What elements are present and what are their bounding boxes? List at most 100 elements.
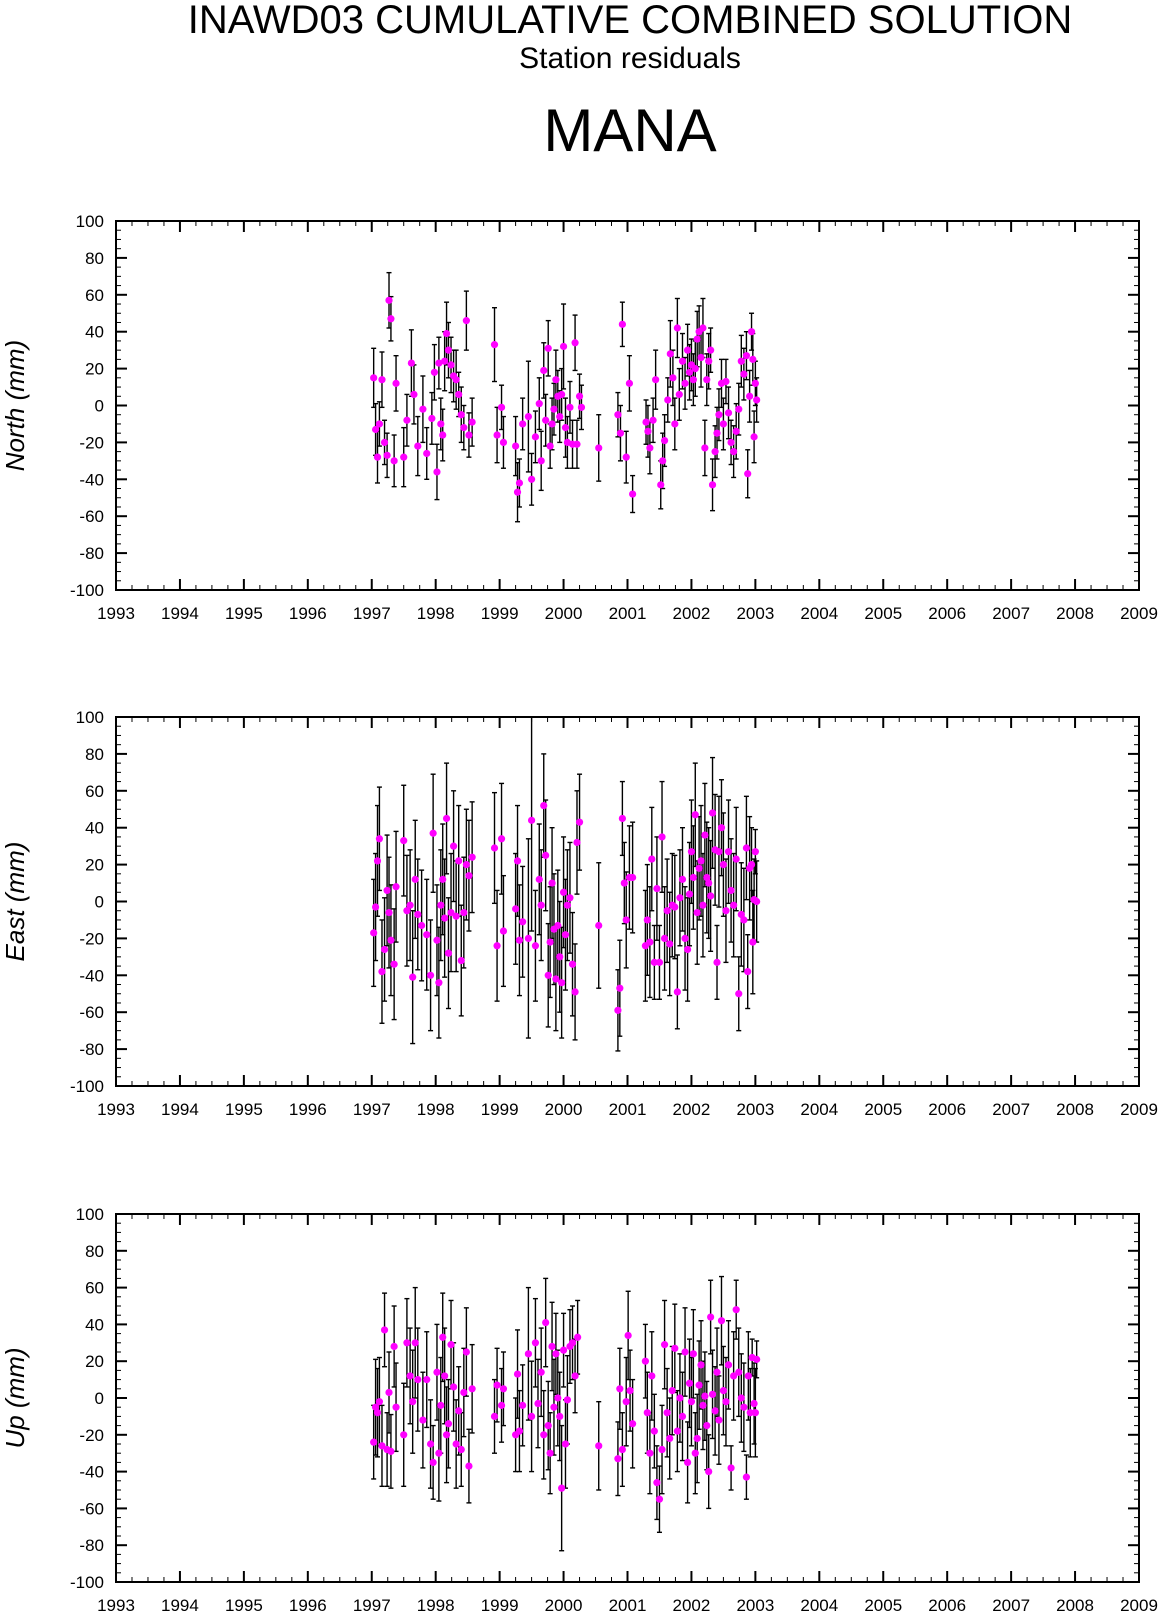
- x-tick-label: 2009: [1120, 1100, 1158, 1119]
- data-point: [717, 824, 726, 832]
- x-tick-label: 1993: [97, 604, 135, 623]
- x-tick-label: 2009: [1120, 1596, 1158, 1615]
- data-point: [556, 412, 564, 421]
- x-tick-label: 1998: [417, 604, 455, 623]
- data-point: [371, 903, 380, 911]
- data-point: [435, 1449, 443, 1457]
- data-point: [544, 971, 552, 979]
- chart-subtitle: Station residuals: [519, 42, 741, 75]
- data-point: [625, 379, 634, 387]
- data-point: [437, 1401, 445, 1409]
- y-tick-label: 100: [76, 708, 104, 727]
- data-point: [465, 1462, 473, 1470]
- data-point: [462, 861, 470, 869]
- data-point: [455, 857, 463, 865]
- data-point: [512, 442, 520, 450]
- data-point: [684, 346, 692, 354]
- data-point: [497, 1401, 506, 1409]
- data-point: [400, 453, 408, 461]
- data-point: [660, 436, 669, 445]
- data-point: [515, 1427, 524, 1435]
- x-tick-label: 2003: [736, 1596, 774, 1615]
- data-point: [629, 1420, 637, 1428]
- east-panel: 1993 1994 1995 1996 1997 1998 1999 2000 2001 2002…: [0, 708, 1158, 1119]
- data-point: [403, 1339, 411, 1347]
- x-tick-label: 2006: [928, 604, 966, 623]
- data-point: [385, 1388, 393, 1397]
- data-point: [552, 975, 560, 983]
- data-point: [684, 945, 692, 954]
- data-point: [643, 916, 651, 924]
- data-point: [455, 390, 463, 399]
- data-point: [490, 1412, 499, 1420]
- y-tick-label: -100: [70, 581, 104, 600]
- plot-frame: [115, 716, 1140, 1087]
- up-panel: 1993 1994 1995 1996 1997 1998 1999 2000 2001 2002…: [0, 1205, 1158, 1615]
- data-point: [409, 1398, 417, 1406]
- data-point: [442, 1431, 451, 1439]
- data-point: [715, 411, 723, 419]
- data-point: [724, 1361, 733, 1369]
- data-point: [452, 376, 460, 384]
- data-point: [430, 368, 439, 376]
- x-tick-label: 2009: [1120, 604, 1158, 623]
- data-point: [387, 936, 395, 944]
- data-point: [735, 1368, 743, 1376]
- data-point: [664, 396, 672, 404]
- data-point: [715, 1416, 723, 1424]
- data-point: [744, 1372, 752, 1380]
- data-point: [691, 811, 699, 819]
- x-tick-label: 1999: [481, 1596, 519, 1615]
- data-point: [650, 1427, 658, 1435]
- data-point: [676, 894, 684, 902]
- data-point: [429, 829, 437, 837]
- data-point: [426, 1440, 435, 1448]
- data-point: [559, 888, 568, 896]
- data-point: [751, 1409, 759, 1417]
- x-tick-label: 1996: [289, 1596, 327, 1615]
- data-point: [403, 416, 411, 424]
- x-tick-label: 2007: [992, 604, 1030, 623]
- data-point: [641, 1357, 650, 1365]
- data-point: [742, 352, 751, 360]
- data-point: [707, 346, 715, 354]
- x-tick-label: 1993: [97, 1100, 135, 1119]
- data-point: [705, 357, 713, 365]
- data-point: [744, 470, 752, 478]
- data-point: [687, 848, 696, 856]
- data-point: [693, 908, 701, 917]
- data-point: [666, 1434, 674, 1443]
- data-point: [418, 921, 426, 930]
- data-point: [571, 339, 579, 347]
- data-point: [687, 1398, 696, 1406]
- data-point: [392, 379, 400, 387]
- data-point: [697, 857, 705, 865]
- data-point: [406, 1372, 414, 1380]
- y-axis-label: Up (mm): [0, 1347, 30, 1448]
- data-point: [724, 409, 733, 417]
- data-point: [703, 873, 711, 882]
- data-point: [515, 936, 524, 944]
- data-point: [571, 1372, 579, 1380]
- data-point: [375, 1398, 384, 1406]
- data-point: [626, 1387, 634, 1395]
- data-point: [614, 1455, 622, 1463]
- data-point: [685, 368, 694, 376]
- data-point: [595, 1442, 603, 1450]
- x-tick-label: 1998: [417, 1100, 455, 1119]
- data-point: [563, 901, 571, 909]
- data-point: [442, 329, 451, 338]
- data-point: [409, 973, 417, 981]
- data-point: [595, 444, 603, 452]
- data-point: [375, 835, 384, 843]
- data-point: [751, 379, 759, 387]
- data-point: [643, 1409, 651, 1417]
- data-point: [701, 831, 709, 839]
- x-tick-label: 2003: [736, 604, 774, 623]
- plot-frame: [115, 220, 1140, 591]
- data-point: [727, 886, 735, 895]
- data-point: [747, 861, 756, 869]
- data-point: [383, 451, 391, 459]
- data-point: [552, 1350, 560, 1358]
- data-point: [423, 931, 431, 939]
